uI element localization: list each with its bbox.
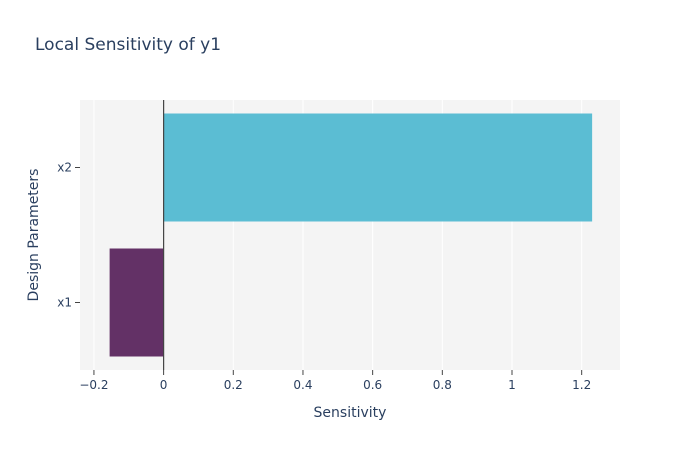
x-tick-label: −0.2: [79, 378, 108, 392]
bar-x1: [109, 248, 164, 357]
x-tick-label: 0: [160, 378, 168, 392]
bar-x2: [163, 113, 593, 222]
y-tick-label-x1: x1: [57, 296, 72, 310]
bars: [109, 113, 593, 357]
x-tick-label: 0.4: [293, 378, 312, 392]
x-tick-label: 1.2: [572, 378, 591, 392]
x-axis-ticks: −0.2 0 0.2 0.4 0.6 0.8 1 1.2: [79, 370, 591, 392]
x-axis-title: Sensitivity: [314, 405, 387, 421]
y-axis-title: Design Parameters: [26, 169, 42, 302]
x-tick-label: 1: [508, 378, 516, 392]
x-tick-label: 0.2: [224, 378, 243, 392]
y-tick-label-x2: x2: [57, 161, 72, 175]
x-tick-label: 0.6: [363, 378, 382, 392]
chart-title: Local Sensitivity of y1: [35, 35, 221, 55]
x-tick-label: 0.8: [433, 378, 452, 392]
y-axis-ticks: x1 x2: [57, 161, 80, 310]
